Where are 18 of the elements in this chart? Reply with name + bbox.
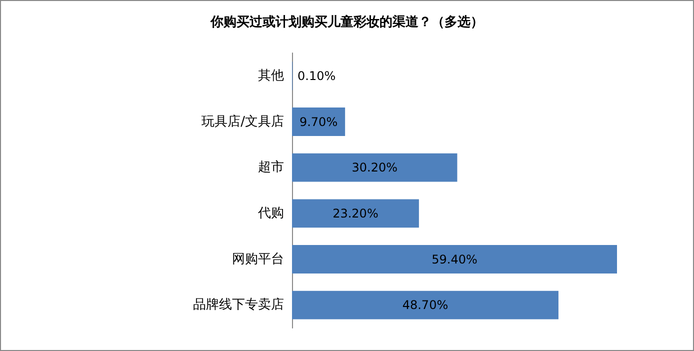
data-label: 9.70% [299, 114, 338, 129]
data-label: 48.70% [402, 298, 448, 312]
bar [292, 108, 346, 136]
data-label: 30.20% [352, 160, 398, 175]
bar [292, 290, 558, 320]
bar [292, 153, 458, 182]
data-label: 0.10% [298, 68, 336, 83]
y-tick-label: 网购平台 [232, 252, 284, 267]
y-tick-label: 玩具店/文具店 [202, 113, 284, 130]
bar [292, 245, 617, 274]
bar [292, 199, 419, 228]
y-tick-label: 其他 [258, 68, 284, 84]
y-tick-label: 品牌线下专卖店 [193, 296, 284, 313]
y-tick-label: 代购 [257, 206, 284, 221]
data-label: 23.20% [332, 206, 378, 220]
y-tick-label: 超市 [258, 160, 284, 176]
data-label: 59.40% [432, 252, 478, 266]
chart-title: 你购买过或计划购买儿童彩妆的渠道？（多选） [210, 14, 484, 30]
